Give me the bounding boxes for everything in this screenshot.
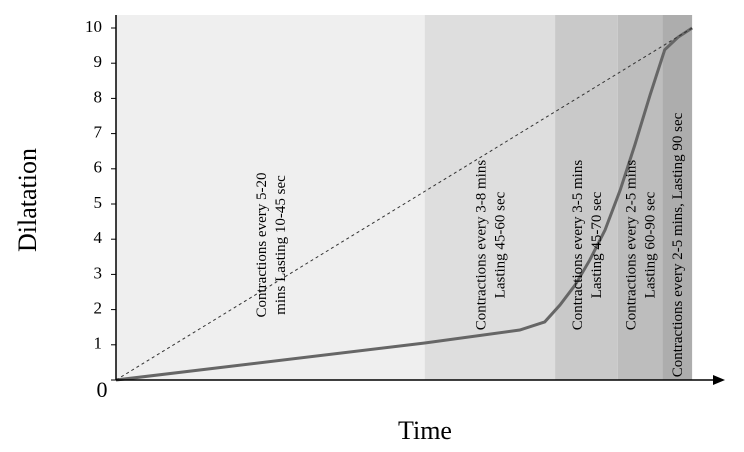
line-series: [115, 26, 693, 382]
y-axis-label: Dilatation: [13, 148, 42, 252]
y-tick-label: 10: [85, 17, 102, 36]
phase-label-line: Contractions every 2-5 mins: [624, 160, 640, 331]
x-axis-arrow: [713, 375, 725, 385]
y-tick-label: 5: [94, 193, 103, 212]
phase-band: [662, 15, 693, 380]
line-series: [115, 27, 693, 381]
y-tick-label: 0: [97, 377, 108, 402]
phase-band: [116, 15, 425, 380]
phase-label-line: Contractions every 3-5 mins: [570, 160, 586, 331]
phase-label-line: Lasting 45-70 sec: [589, 191, 605, 298]
y-tick-label: 4: [94, 228, 103, 247]
phase-label: Contractions every 3-8 mins Lasting 45-60…: [473, 160, 508, 331]
axes: 0 1 2 3 4 5 6 7 8 9 10: [85, 15, 725, 402]
phase-bands: [116, 15, 693, 380]
phase-label-line: mins Lasting 10-45 sec: [273, 175, 289, 315]
y-tick-label: 3: [94, 263, 103, 282]
phase-label: Contractions every 2-5 mins Lasting 60-90…: [624, 160, 659, 331]
phase-label: Contractions every 3-5 mins Lasting 45-70…: [570, 160, 605, 331]
phase-label-line: Contractions every 2-5 mins, Lasting 90 …: [670, 112, 686, 377]
phase-band: [555, 15, 618, 380]
y-tick-label: 6: [94, 158, 103, 177]
phase-band: [424, 15, 556, 380]
lines: [115, 26, 693, 382]
phase-label-line: Lasting 60-90 sec: [643, 191, 659, 298]
phase-label-line: Contractions every 5-20: [254, 173, 270, 318]
phase-label-line: Lasting 45-60 sec: [492, 191, 508, 298]
y-tick-label: 8: [94, 87, 103, 106]
phase-labels: Contractions every 5-20 mins Lasting 10-4…: [254, 112, 686, 377]
y-tick-label: 7: [94, 123, 103, 142]
phase-label: Contractions every 5-20 mins Lasting 10-4…: [254, 173, 289, 318]
x-axis-label: Time: [398, 416, 452, 445]
y-tick-label: 9: [94, 52, 103, 71]
y-tick-label: 2: [94, 299, 103, 318]
phase-label-line: Contractions every 3-8 mins: [473, 160, 489, 331]
phase-label: Contractions every 2-5 mins, Lasting 90 …: [670, 112, 686, 377]
y-tick-label: 1: [94, 334, 103, 353]
